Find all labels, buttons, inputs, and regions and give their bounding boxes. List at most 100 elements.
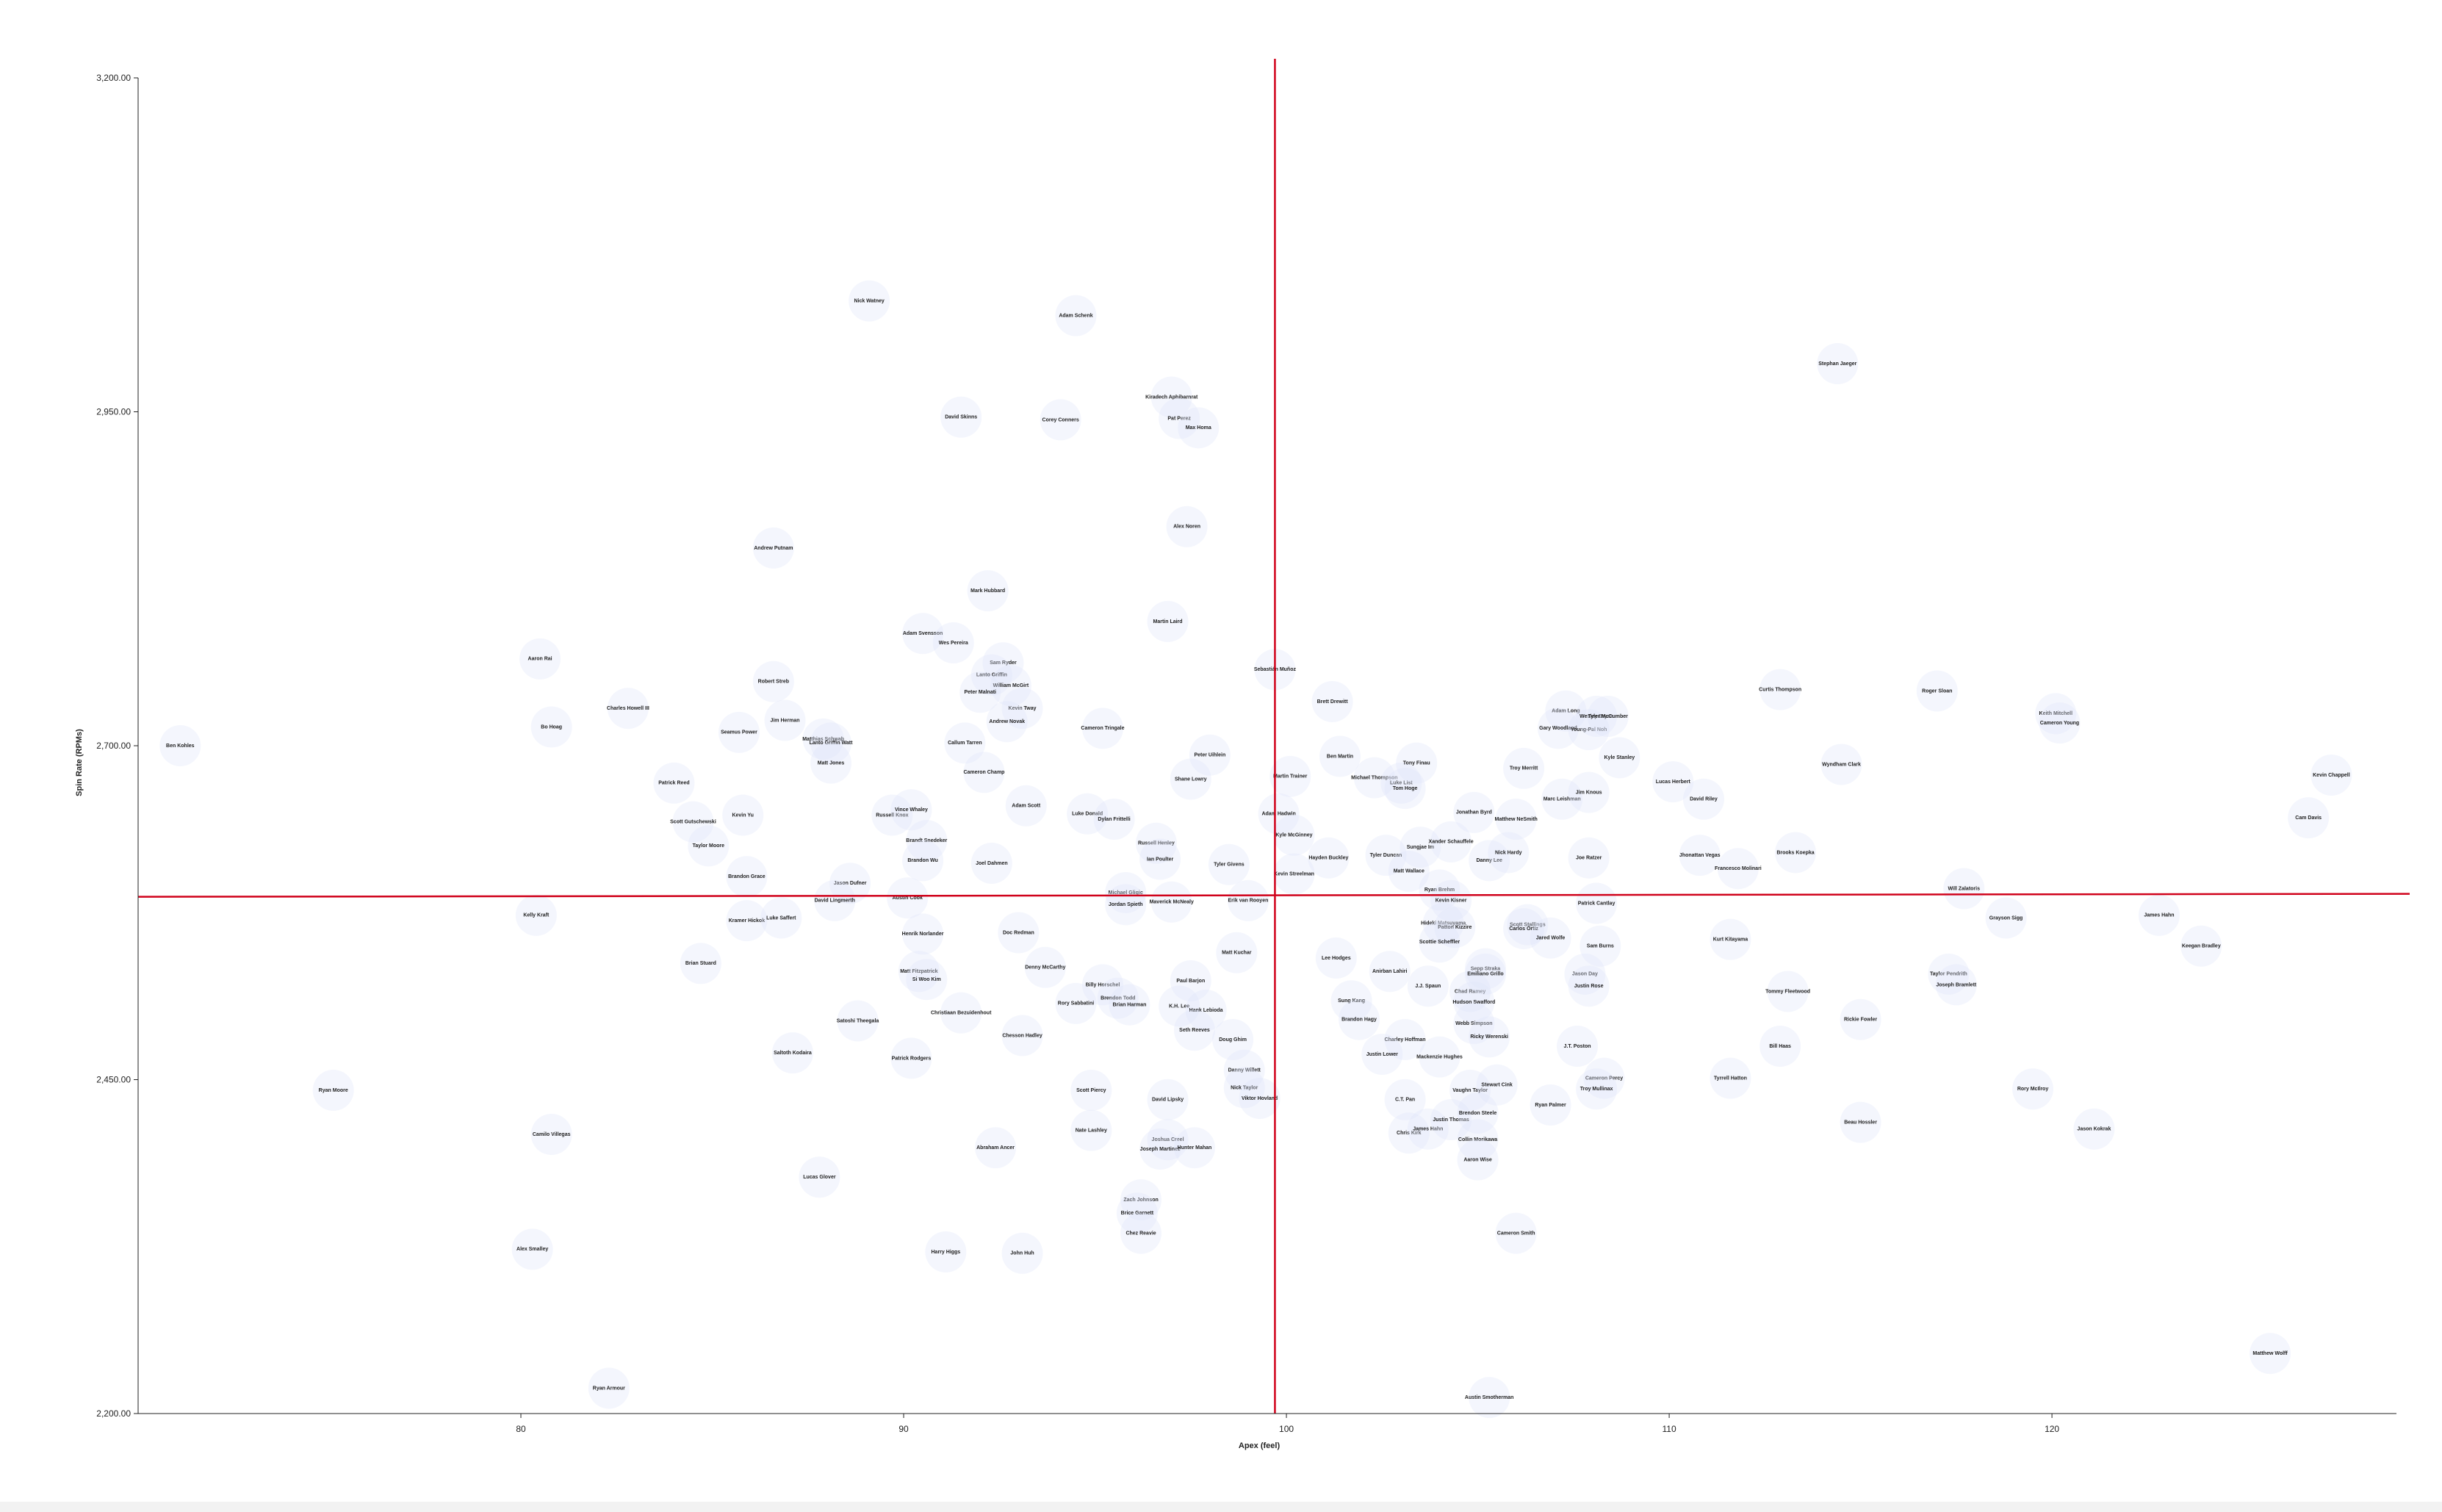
- data-point[interactable]: Matthew Wolff: [2250, 1333, 2291, 1375]
- point-marker[interactable]: [1537, 708, 1579, 749]
- data-point[interactable]: Ricky Werenski: [1469, 1016, 1510, 1058]
- data-point[interactable]: Matt Wallace: [1388, 850, 1430, 892]
- data-point[interactable]: Michael Gligic: [1105, 871, 1147, 913]
- point-marker[interactable]: [1369, 951, 1411, 993]
- data-point[interactable]: Cameron Champ: [963, 752, 1004, 793]
- data-point[interactable]: Nick Watney: [849, 280, 890, 322]
- point-marker[interactable]: [680, 943, 721, 984]
- data-point[interactable]: Mackenzie Hughes: [1416, 1036, 1463, 1078]
- point-marker[interactable]: [726, 900, 768, 942]
- data-point[interactable]: Mark Hubbard: [967, 570, 1009, 612]
- data-point[interactable]: Danny Lee: [1469, 840, 1510, 882]
- data-point[interactable]: Sung Kang: [1330, 980, 1372, 1022]
- point-marker[interactable]: [722, 794, 764, 836]
- data-point[interactable]: Harry Higgs: [925, 1231, 967, 1273]
- data-point[interactable]: Brian Stuard: [680, 943, 721, 984]
- point-marker[interactable]: [940, 396, 982, 438]
- data-point[interactable]: Francesco Molinari: [1715, 848, 1762, 890]
- data-point[interactable]: Xander Schauffele: [1429, 821, 1474, 863]
- point-marker[interactable]: [1189, 734, 1231, 776]
- data-point[interactable]: Cam Davis: [2288, 797, 2330, 839]
- point-marker[interactable]: [902, 613, 944, 655]
- data-point[interactable]: Tyler Duncan: [1365, 835, 1407, 876]
- point-marker[interactable]: [1330, 980, 1372, 1022]
- point-marker[interactable]: [1583, 1057, 1625, 1099]
- data-point[interactable]: Kiradech Aphibarnrat: [1145, 376, 1198, 418]
- point-marker[interactable]: [1105, 871, 1147, 913]
- point-marker[interactable]: [963, 752, 1005, 793]
- data-point[interactable]: Charles Howell III: [607, 688, 649, 730]
- data-point[interactable]: Kevin Tway: [1001, 688, 1043, 730]
- point-marker[interactable]: [2288, 797, 2330, 839]
- point-marker[interactable]: [1223, 1049, 1265, 1091]
- point-marker[interactable]: [1985, 897, 2027, 939]
- point-marker[interactable]: [1457, 1119, 1499, 1161]
- point-marker[interactable]: [1208, 843, 1250, 885]
- data-point[interactable]: Corey Conners: [1040, 399, 1081, 441]
- point-marker[interactable]: [1495, 1212, 1537, 1254]
- data-point[interactable]: Patrick Reed: [653, 762, 695, 804]
- point-marker[interactable]: [1067, 793, 1109, 835]
- data-point[interactable]: Tom Hoge: [1384, 768, 1426, 810]
- point-marker[interactable]: [1587, 696, 1629, 738]
- data-point[interactable]: Shane Lowry: [1170, 758, 1211, 800]
- data-point[interactable]: Wesley Bryan: [1576, 696, 1618, 738]
- data-point[interactable]: K.H. Lee: [1159, 985, 1200, 1027]
- data-point[interactable]: Peter Malnati: [959, 672, 1001, 713]
- data-point[interactable]: Peter Uihlein: [1189, 734, 1231, 776]
- data-point[interactable]: Max Homa: [1178, 407, 1220, 449]
- point-marker[interactable]: [1422, 902, 1464, 944]
- point-marker[interactable]: [1185, 989, 1227, 1031]
- point-marker[interactable]: [1159, 985, 1200, 1027]
- data-point[interactable]: Viktor Hovland: [1239, 1077, 1281, 1119]
- data-point[interactable]: Kelly Kraft: [515, 894, 557, 936]
- point-marker[interactable]: [1388, 1112, 1430, 1154]
- data-point[interactable]: Rickie Fowler: [1840, 998, 1881, 1040]
- point-marker[interactable]: [1055, 982, 1097, 1024]
- data-point[interactable]: Joel Dahmen: [970, 842, 1012, 884]
- point-marker[interactable]: [1273, 853, 1315, 895]
- data-point[interactable]: Matthew NeSmith: [1494, 798, 1538, 840]
- data-point[interactable]: Maverick McNealy: [1150, 881, 1194, 923]
- data-point[interactable]: Kevin Chappell: [2310, 754, 2352, 796]
- data-point[interactable]: Rory Sabbatini: [1055, 982, 1097, 1024]
- point-marker[interactable]: [1820, 744, 1862, 785]
- data-point[interactable]: C.T. Pan: [1384, 1079, 1426, 1120]
- point-marker[interactable]: [1652, 761, 1694, 803]
- point-marker[interactable]: [519, 638, 561, 680]
- data-point[interactable]: Hunter Mahan: [1174, 1127, 1216, 1169]
- data-point[interactable]: Dylan Frittelli: [1093, 798, 1135, 840]
- point-marker[interactable]: [1273, 814, 1315, 856]
- point-marker[interactable]: [1464, 953, 1506, 995]
- data-point[interactable]: Kyle McGinney: [1273, 814, 1315, 856]
- data-point[interactable]: Saltoth Kodaira: [771, 1032, 813, 1074]
- data-point[interactable]: Lucas Glover: [799, 1156, 840, 1198]
- point-marker[interactable]: [906, 959, 948, 1001]
- point-marker[interactable]: [1319, 735, 1361, 777]
- point-marker[interactable]: [1116, 1192, 1158, 1234]
- data-point[interactable]: Billy Horschel: [1081, 964, 1123, 1006]
- point-marker[interactable]: [1767, 971, 1809, 1012]
- point-marker[interactable]: [530, 706, 572, 748]
- data-point[interactable]: David Lipsky: [1147, 1079, 1189, 1120]
- point-marker[interactable]: [1109, 984, 1150, 1026]
- data-point[interactable]: Jason Day: [1564, 953, 1606, 995]
- data-point[interactable]: Scott Piercy: [1070, 1070, 1112, 1112]
- data-point[interactable]: Austin Smotherman: [1465, 1377, 1514, 1419]
- point-marker[interactable]: [1476, 1064, 1518, 1106]
- point-marker[interactable]: [802, 718, 844, 760]
- data-point[interactable]: Ryan Palmer: [1530, 1084, 1571, 1126]
- point-marker[interactable]: [1434, 907, 1476, 948]
- point-marker[interactable]: [1541, 778, 1583, 820]
- data-point[interactable]: Seth Reeves: [1174, 1009, 1216, 1051]
- point-marker[interactable]: [588, 1367, 630, 1409]
- data-point[interactable]: Kurt Kitayama: [1710, 918, 1751, 960]
- point-marker[interactable]: [970, 654, 1012, 696]
- data-point[interactable]: Stephan Jaeger: [1817, 343, 1859, 385]
- data-point[interactable]: Curtis Thompson: [1759, 669, 1801, 710]
- data-point[interactable]: Chris Kirk: [1388, 1112, 1430, 1154]
- point-marker[interactable]: [1916, 670, 1958, 712]
- data-point[interactable]: Emiliano Grillo: [1464, 953, 1506, 995]
- point-marker[interactable]: [1150, 881, 1192, 923]
- point-marker[interactable]: [982, 642, 1024, 684]
